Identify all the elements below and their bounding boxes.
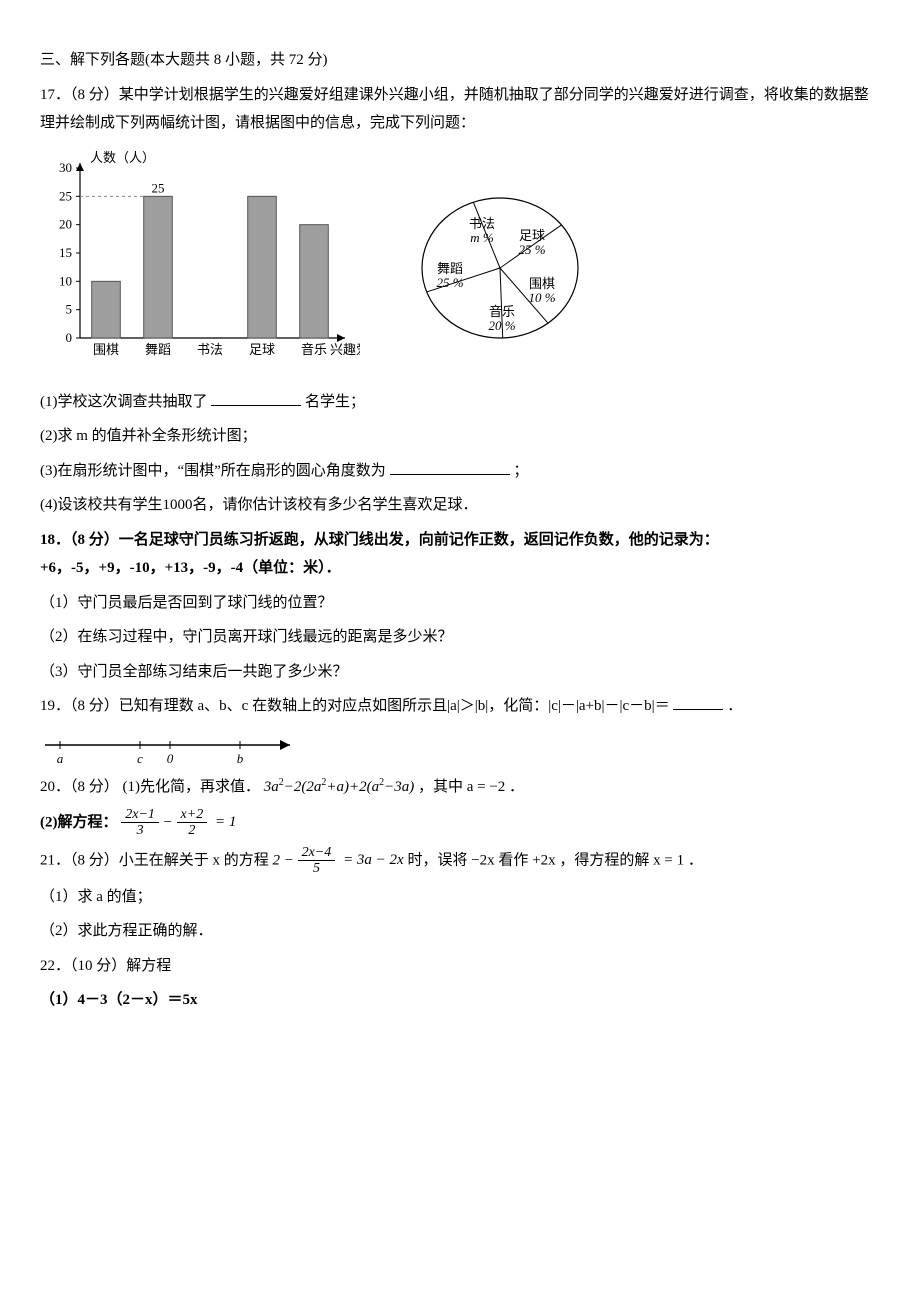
q21: 21．（8 分）小王在解关于 x 的方程 2 − 2x−4 5 = 3a − 2… bbox=[40, 845, 880, 877]
q19: 19．（8 分）已知有理数 a、b、c 在数轴上的对应点如图所示且|a|＞|b|… bbox=[40, 692, 880, 721]
q18-sub1: （1）守门员最后是否回到了球门线的位置？ bbox=[40, 589, 880, 618]
q22-header: 22．（10 分）解方程 bbox=[40, 952, 880, 981]
q17-sub3-before: (3)在扇形统计图中，“围棋”所在扇形的圆心角度数为 bbox=[40, 463, 386, 479]
q17-sub2: (2)求 m 的值并补全条形统计图； bbox=[40, 422, 880, 451]
q20-part1: 20．（8 分） (1)先化简，再求值． 3a2−2(2a2+a)+2(a2−3… bbox=[40, 773, 880, 802]
q18-header: 18．（8 分）一名足球守门员练习折返跑，从球门线出发，向前记作正数，返回记作负… bbox=[40, 526, 880, 583]
q21-frac: 2x−4 5 bbox=[298, 845, 336, 877]
q19-numberline-wrap: a c 0 b bbox=[40, 727, 880, 767]
q17-sub4: (4)设该校共有学生1000名，请你估计该校有多少名学生喜欢足球． bbox=[40, 491, 880, 520]
q17-charts-row: 人数（人）051015202530围棋25舞蹈书法足球音乐兴趣爱好 书法m %足… bbox=[40, 148, 880, 368]
q20-frac1: 2x−1 3 bbox=[121, 807, 159, 839]
svg-text:足球: 足球 bbox=[249, 342, 275, 357]
q21-after: 时，误将 −2x 看作 +2x ，得方程的解 x = 1 ． bbox=[407, 852, 702, 868]
pie-chart: 书法m %足球25 %围棋10 %音乐20 %舞蹈25 % bbox=[400, 168, 600, 368]
q21-sub1: （1）求 a 的值； bbox=[40, 883, 880, 912]
svg-text:c: c bbox=[137, 751, 143, 766]
q19-text-after: ． bbox=[727, 698, 742, 714]
q21-lhs-prefix: 2 − bbox=[273, 852, 294, 868]
svg-text:舞蹈: 舞蹈 bbox=[437, 261, 463, 276]
number-line: a c 0 b bbox=[40, 727, 310, 767]
q20-expr: 3a2−2(2a2+a)+2(a2−3a) bbox=[264, 779, 414, 795]
q17-header: 17．（8 分）某中学计划根据学生的兴趣爱好组建课外兴趣小组，并随机抽取了部分同… bbox=[40, 81, 880, 138]
q17-sub1-blank bbox=[211, 391, 301, 406]
svg-text:音乐: 音乐 bbox=[489, 304, 515, 319]
q17-sub3-blank bbox=[390, 460, 510, 475]
q21-mid: = 3a − 2x bbox=[343, 852, 404, 868]
section-header: 三、解下列各题(本大题共 8 小题，共 72 分) bbox=[40, 46, 880, 75]
q20-part2-prefix: (2)解方程： bbox=[40, 814, 118, 830]
q20-eq-rhs: = 1 bbox=[215, 814, 236, 830]
svg-text:15: 15 bbox=[59, 245, 72, 260]
svg-text:音乐: 音乐 bbox=[301, 342, 327, 357]
q20-minus: − bbox=[163, 814, 173, 830]
q20-frac2-num: x+2 bbox=[177, 807, 208, 823]
q20-tail: ，其中 a = −2 ． bbox=[418, 779, 524, 795]
q20-frac2: x+2 2 bbox=[177, 807, 208, 839]
svg-text:围棋: 围棋 bbox=[93, 342, 119, 357]
bar-chart: 人数（人） 0 5 10 15 20 25 30 围棋 25 舞蹈 书法 足球 音乐兴趣爱好 bbox=[40, 148, 360, 368]
svg-text:25 %: 25 % bbox=[436, 275, 463, 290]
q22-sub1: （1）4－3（2－x）＝5x bbox=[40, 986, 880, 1015]
svg-text:人数（人）: 人数（人） bbox=[90, 150, 155, 165]
svg-text:足球: 足球 bbox=[519, 228, 545, 243]
svg-text:10 %: 10 % bbox=[528, 290, 555, 305]
q20-frac1-num: 2x−1 bbox=[121, 807, 159, 823]
svg-text:10: 10 bbox=[59, 273, 72, 288]
q17-sub1: (1)学校这次调查共抽取了 名学生； bbox=[40, 388, 880, 417]
q17-sub3-after: ； bbox=[513, 463, 528, 479]
svg-text:m %: m % bbox=[470, 230, 494, 245]
svg-text:20: 20 bbox=[59, 216, 72, 231]
q20-frac2-den: 2 bbox=[177, 823, 208, 838]
svg-text:书法: 书法 bbox=[469, 216, 495, 231]
q17-sub1-before: (1)学校这次调查共抽取了 bbox=[40, 394, 208, 410]
svg-text:0: 0 bbox=[66, 330, 73, 345]
svg-text:25: 25 bbox=[59, 188, 72, 203]
q21-frac-den: 5 bbox=[298, 861, 336, 876]
q21-sub2: （2）求此方程正确的解． bbox=[40, 917, 880, 946]
q19-text-before: 19．（8 分）已知有理数 a、b、c 在数轴上的对应点如图所示且|a|＞|b|… bbox=[40, 698, 670, 714]
svg-text:兴趣爱好: 兴趣爱好 bbox=[330, 342, 360, 357]
svg-text:b: b bbox=[237, 751, 244, 766]
q21-frac-num: 2x−4 bbox=[298, 845, 336, 861]
q17-sub1-after: 名学生； bbox=[305, 394, 365, 410]
svg-text:30: 30 bbox=[59, 160, 72, 175]
q20-frac1-den: 3 bbox=[121, 823, 159, 838]
svg-text:围棋: 围棋 bbox=[529, 276, 555, 291]
q19-blank bbox=[673, 695, 723, 710]
svg-text:20 %: 20 % bbox=[488, 318, 515, 333]
q18-sub2: （2）在练习过程中，守门员离开球门线最远的距离是多少米？ bbox=[40, 623, 880, 652]
svg-text:书法: 书法 bbox=[197, 342, 223, 357]
svg-text:5: 5 bbox=[66, 301, 73, 316]
svg-text:25 %: 25 % bbox=[518, 242, 545, 257]
q20-part2: (2)解方程： 2x−1 3 − x+2 2 = 1 bbox=[40, 807, 880, 839]
svg-text:a: a bbox=[57, 751, 64, 766]
q20-part1-prefix: 20．（8 分） (1)先化简，再求值． bbox=[40, 779, 260, 795]
q18-sub3: （3）守门员全部练习结束后一共跑了多少米？ bbox=[40, 658, 880, 687]
svg-text:25: 25 bbox=[152, 180, 165, 195]
svg-text:0: 0 bbox=[167, 751, 174, 766]
q17-sub3: (3)在扇形统计图中，“围棋”所在扇形的圆心角度数为 ； bbox=[40, 457, 880, 486]
q21-prefix: 21．（8 分）小王在解关于 x 的方程 bbox=[40, 852, 269, 868]
svg-text:舞蹈: 舞蹈 bbox=[145, 342, 171, 357]
